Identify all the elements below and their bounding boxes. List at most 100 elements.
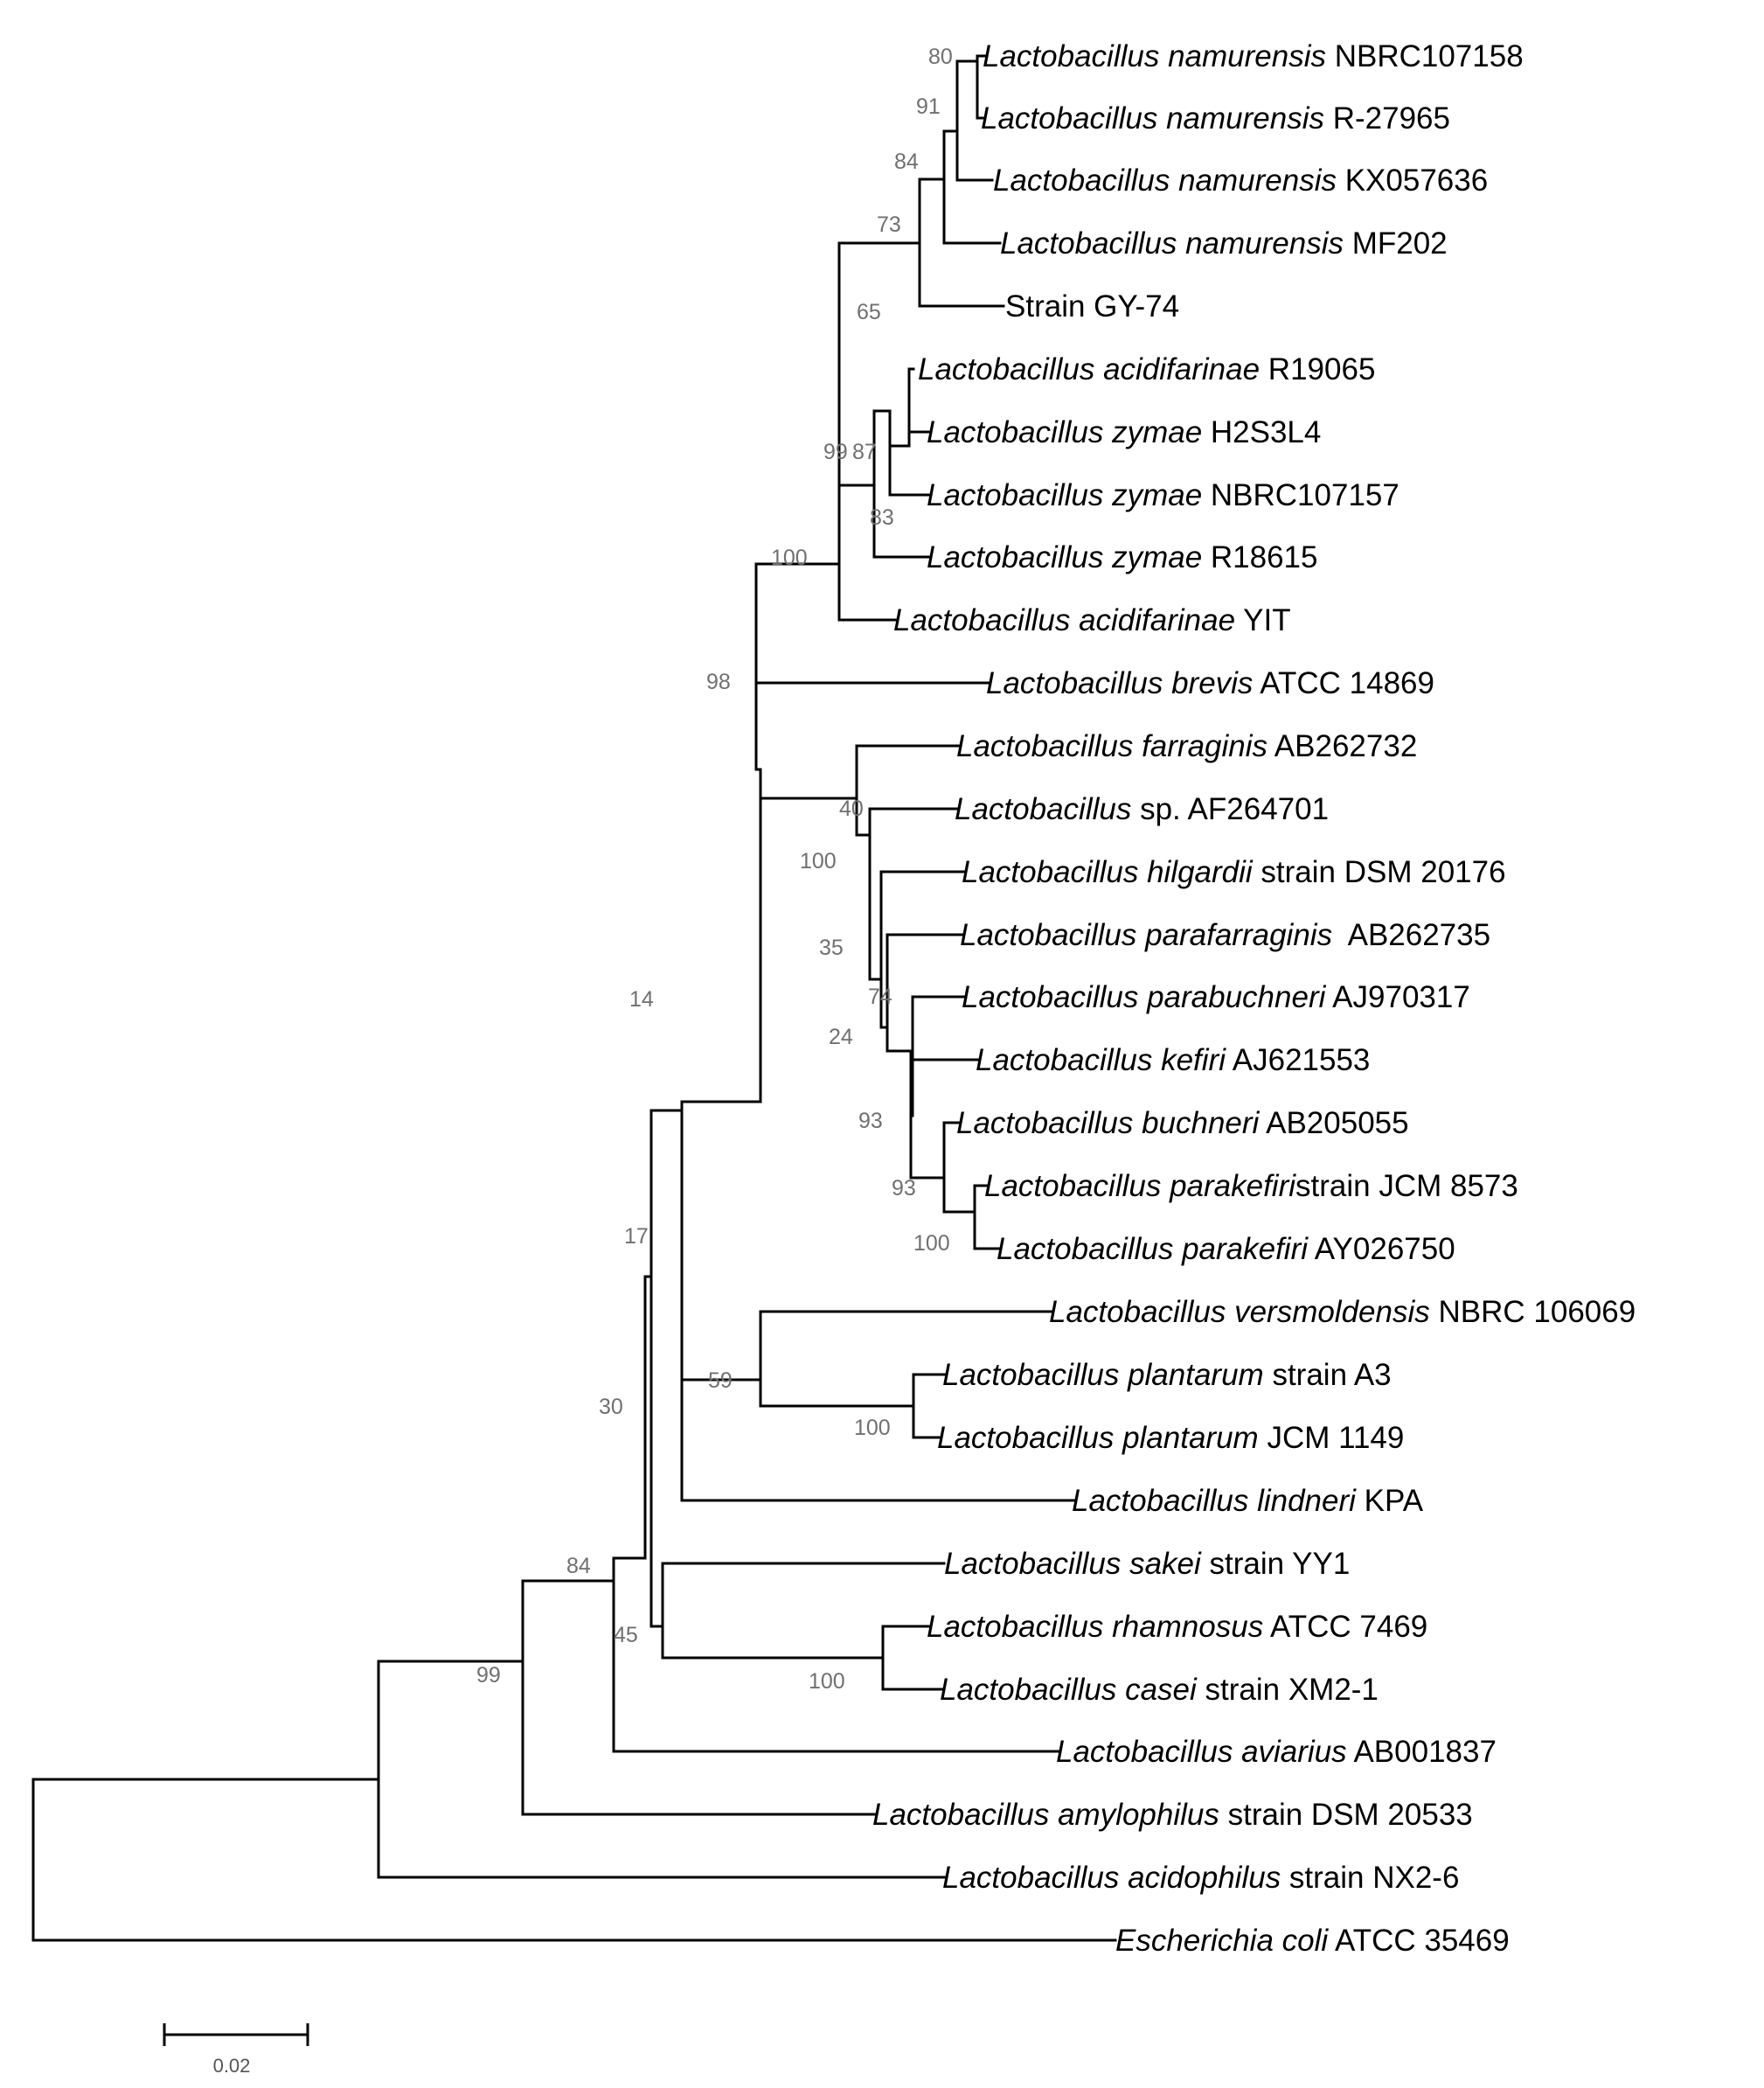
bootstrap-value: 35: [819, 936, 844, 960]
leaf-labels: Lactobacillus namurensis NBRC107158Lacto…: [872, 39, 1636, 1958]
bootstrap-value: 59: [708, 1368, 733, 1393]
leaf-label-taxon: Lactobacillus: [955, 792, 1131, 826]
leaf-label: Lactobacillus namurensis NBRC107158: [983, 39, 1524, 73]
leaf-label: Lactobacillus zymae R18615: [927, 540, 1317, 574]
leaf-label-taxon: Lactobacillus acidifarinae: [893, 603, 1235, 637]
leaf-label-taxon: Lactobacillus parafarraginis: [960, 918, 1332, 952]
leaf-label-taxon: Lactobacillus buchneri: [956, 1106, 1260, 1140]
bootstrap-value: 65: [857, 300, 881, 324]
leaf-label-taxon: Lactobacillus plantarum: [937, 1421, 1259, 1455]
leaf-label-strain: strain DSM 20533: [1219, 1798, 1473, 1832]
leaf-label-strain: JCM 1149: [1259, 1421, 1405, 1455]
leaf-label-strain: R-27965: [1324, 101, 1450, 136]
leaf-label-taxon: Lactobacillus parabuchneri: [962, 980, 1327, 1014]
leaf-label-strain: NBRC107157: [1202, 478, 1399, 512]
leaf-label: Lactobacillus namurensis R-27965: [981, 101, 1450, 136]
leaf-label-strain: MF202: [1344, 226, 1448, 261]
leaf-label: Lactobacillus buchneri AB205055: [956, 1106, 1409, 1140]
bootstrap-value: 45: [614, 1623, 638, 1647]
leaf-label-taxon: Lactobacillus sakei: [944, 1547, 1202, 1581]
leaf-label-taxon: Lactobacillus amylophilus: [872, 1798, 1219, 1832]
leaf-label: Lactobacillus zymae NBRC107157: [927, 478, 1399, 512]
bootstrap-value: 73: [877, 212, 901, 237]
bootstrap-value: 93: [858, 1109, 883, 1133]
bootstrap-value: 99: [476, 1663, 501, 1688]
leaf-label: Lactobacillus amylophilus strain DSM 205…: [872, 1798, 1473, 1832]
leaf-label-strain: KPA: [1356, 1484, 1424, 1518]
leaf-label-strain: Strain GY-74: [1005, 289, 1179, 324]
leaf-label-taxon: Lactobacillus brevis: [986, 666, 1253, 700]
leaf-label-taxon: Lactobacillus zymae: [927, 478, 1202, 512]
leaf-label-strain: AB001837: [1347, 1735, 1497, 1769]
leaf-label-taxon: Escherichia coli: [1115, 1924, 1329, 1958]
leaf-label: Lactobacillus parakefiristrain JCM 8573: [984, 1169, 1518, 1203]
leaf-label-taxon: Lactobacillus casei: [940, 1673, 1198, 1707]
leaf-label: Lactobacillus farraginis AB262732: [956, 729, 1417, 763]
leaf-label-strain: strain DSM 20176: [1253, 855, 1506, 889]
leaf-label: Lactobacillus versmoldensis NBRC 106069: [1049, 1295, 1636, 1329]
bootstrap-value: 100: [854, 1416, 891, 1440]
bootstrap-value: 24: [829, 1025, 853, 1049]
leaf-label-taxon: Lactobacillus namurensis: [993, 164, 1337, 198]
leaf-label: Lactobacillus parakefiri AY026750: [997, 1232, 1455, 1266]
leaf-label-strain: R19065: [1260, 352, 1375, 386]
leaf-label-strain: strain NX2-6: [1281, 1861, 1459, 1895]
leaf-label: Lactobacillus rhamnosus ATCC 7469: [927, 1610, 1427, 1644]
leaf-label: Lactobacillus sakei strain YY1: [944, 1547, 1350, 1581]
bootstrap-value: 84: [566, 1554, 591, 1578]
leaf-label-taxon: Lactobacillus namurensis: [983, 39, 1326, 73]
tree-branches: [31, 54, 1117, 1942]
leaf-label-strain: AB205055: [1259, 1106, 1408, 1140]
bootstrap-value: 80: [928, 45, 953, 69]
leaf-label: Lactobacillus hilgardii strain DSM 20176: [962, 855, 1506, 889]
leaf-label-taxon: Lactobacillus hilgardii: [962, 855, 1254, 889]
leaf-label-strain: AB262732: [1267, 729, 1417, 763]
leaf-label-taxon: Lactobacillus aviarius: [1056, 1735, 1347, 1769]
leaf-label-taxon: Lactobacillus rhamnosus: [927, 1610, 1263, 1644]
leaf-label-strain: AJ621553: [1226, 1043, 1370, 1077]
leaf-label-strain: AJ970317: [1325, 980, 1469, 1014]
leaf-label: Strain GY-74: [1005, 289, 1179, 324]
leaf-label-strain: ATCC 7469: [1263, 1610, 1427, 1644]
bootstrap-value: 100: [913, 1231, 950, 1256]
bootstrap-value: 100: [809, 1669, 845, 1694]
leaf-label-taxon: Lactobacillus namurensis: [1000, 226, 1344, 261]
leaf-label: Lactobacillus casei strain XM2-1: [940, 1673, 1379, 1707]
bootstrap-value: 93: [892, 1176, 916, 1201]
leaf-label: Lactobacillus plantarum strain A3: [942, 1358, 1392, 1392]
leaf-label-strain: strain A3: [1264, 1358, 1392, 1392]
scale-bar-label: 0.02: [213, 2055, 251, 2077]
bootstrap-value: 99: [823, 440, 848, 464]
bootstrap-value: 14: [629, 987, 654, 1012]
leaf-label: Lactobacillus brevis ATCC 14869: [986, 666, 1434, 700]
leaf-label-strain: YIT: [1235, 603, 1291, 637]
leaf-label-taxon: Lactobacillus kefiri: [976, 1043, 1226, 1077]
leaf-label: Lactobacillus aviarius AB001837: [1056, 1735, 1497, 1769]
bootstrap-value: 74: [868, 985, 892, 1009]
leaf-label-strain: strain JCM 8573: [1295, 1169, 1518, 1203]
leaf-label-taxon: Lactobacillus zymae: [927, 540, 1202, 574]
leaf-label: Lactobacillus acidifarinae R19065: [918, 352, 1375, 386]
leaf-label-strain: strain YY1: [1201, 1547, 1351, 1581]
leaf-label: Lactobacillus sp. AF264701: [955, 792, 1329, 826]
leaf-label: Lactobacillus parafarraginis AB262735: [960, 918, 1490, 952]
leaf-label-strain: AY026750: [1308, 1232, 1455, 1266]
leaf-label: Escherichia coli ATCC 35469: [1115, 1924, 1510, 1958]
leaf-label: Lactobacillus namurensis MF202: [1000, 226, 1448, 261]
bootstrap-value: 83: [870, 505, 894, 530]
leaf-label-strain: H2S3L4: [1202, 415, 1321, 449]
bootstrap-value: 84: [894, 150, 919, 174]
bootstrap-value: 100: [771, 546, 808, 570]
bootstrap-value: 98: [706, 670, 731, 694]
leaf-label-taxon: Lactobacillus zymae: [927, 415, 1202, 449]
leaf-label-taxon: Lactobacillus parakefiri: [997, 1232, 1309, 1266]
leaf-label-strain: ATCC 35469: [1328, 1924, 1510, 1958]
bootstrap-value: 87: [852, 440, 877, 464]
leaf-label: Lactobacillus acidifarinae YIT: [893, 603, 1291, 637]
leaf-label-taxon: Lactobacillus plantarum: [942, 1358, 1264, 1392]
leaf-label: Lactobacillus plantarum JCM 1149: [937, 1421, 1404, 1455]
leaf-label-taxon: Lactobacillus acidophilus: [942, 1861, 1281, 1895]
leaf-label-taxon: Lactobacillus versmoldensis: [1049, 1295, 1430, 1329]
leaf-label: Lactobacillus parabuchneri AJ970317: [962, 980, 1470, 1014]
